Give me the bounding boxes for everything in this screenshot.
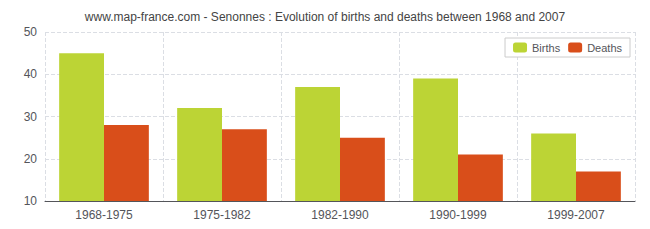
svg-text:1975-1982: 1975-1982 — [193, 208, 251, 222]
svg-text:40: 40 — [24, 67, 38, 81]
svg-text:1982-1990: 1982-1990 — [311, 208, 369, 222]
svg-text:Deaths: Deaths — [587, 42, 622, 54]
svg-text:50: 50 — [24, 25, 38, 39]
svg-text:www.map-france.com - Senonnes: www.map-france.com - Senonnes : Evolutio… — [84, 10, 566, 24]
svg-text:1999-2007: 1999-2007 — [547, 208, 605, 222]
svg-text:1968-1975: 1968-1975 — [75, 208, 133, 222]
svg-text:30: 30 — [24, 110, 38, 124]
svg-text:20: 20 — [24, 152, 38, 166]
svg-text:1990-1999: 1990-1999 — [429, 208, 487, 222]
svg-text:10: 10 — [24, 194, 38, 208]
svg-text:Births: Births — [532, 42, 561, 54]
